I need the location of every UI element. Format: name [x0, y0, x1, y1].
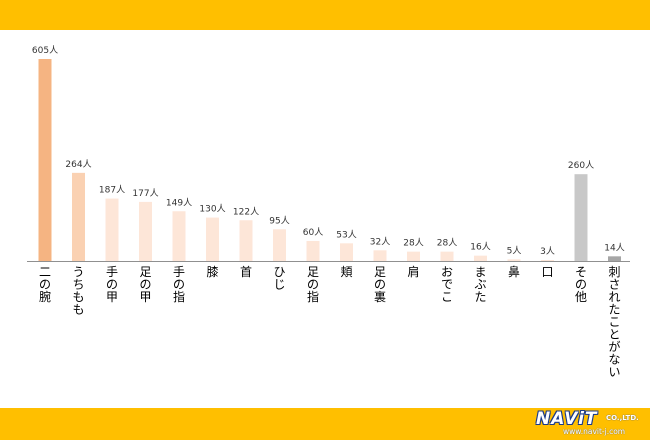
- category-label-13: まぶた: [474, 265, 486, 304]
- category-label-5: 膝: [206, 265, 218, 279]
- value-label-6: 122人: [233, 206, 259, 217]
- category-label-17: 刺されたことがない: [608, 265, 620, 379]
- value-label-8: 60人: [303, 227, 323, 238]
- category-label-10: 足の裏: [374, 265, 386, 304]
- value-label-16: 260人: [568, 160, 594, 171]
- bar-4: [172, 211, 186, 261]
- bar-9: [340, 243, 353, 261]
- bar-8: [306, 240, 320, 261]
- bar-6: [239, 220, 253, 261]
- value-label-12: 28人: [437, 238, 457, 249]
- value-label-17: 14人: [604, 242, 624, 253]
- bar-5: [206, 217, 219, 261]
- category-label-0: 二の腕: [39, 265, 51, 304]
- category-label-15: 口: [541, 265, 553, 279]
- value-label-14: 5人: [507, 245, 522, 256]
- value-label-1: 264人: [65, 159, 91, 170]
- bar-15: [541, 259, 554, 261]
- category-label-7: ひじ: [273, 265, 285, 292]
- value-label-7: 95人: [269, 215, 289, 226]
- bar-7: [273, 229, 286, 261]
- category-label-6: 首: [240, 265, 252, 279]
- bar-3: [139, 201, 152, 261]
- value-label-0: 605人: [32, 45, 58, 56]
- category-label-1: うちもも: [72, 265, 84, 317]
- bar-11: [407, 251, 420, 261]
- category-label-8: 足の指: [307, 265, 319, 304]
- bar-2: [105, 198, 119, 261]
- category-label-16: その他: [575, 265, 587, 304]
- value-label-9: 53人: [336, 229, 356, 240]
- bar-12: [440, 251, 454, 261]
- value-label-3: 177人: [132, 188, 158, 199]
- category-label-9: 頬: [340, 265, 352, 279]
- value-label-5: 130人: [199, 204, 225, 215]
- bar-13: [474, 255, 487, 261]
- logo-suffix: CO.,LTD.: [606, 414, 639, 422]
- value-label-13: 16人: [470, 242, 490, 253]
- bar-10: [373, 250, 387, 261]
- logo-text: NAViT: [536, 409, 598, 429]
- bar-14: [507, 259, 521, 261]
- value-label-2: 187人: [99, 185, 125, 196]
- bar-1: [72, 172, 85, 261]
- navit-logo: NAViT CO.,LTD. www.navit-j.com: [536, 410, 646, 438]
- value-label-10: 32人: [370, 236, 390, 247]
- category-label-12: おでこ: [441, 265, 453, 304]
- bar-16: [574, 174, 588, 261]
- value-label-4: 149人: [166, 197, 192, 208]
- bar-0: [38, 59, 52, 261]
- category-label-14: 鼻: [508, 264, 520, 279]
- logo-url: www.navit-j.com: [563, 427, 626, 436]
- bottom-banner: [0, 408, 650, 440]
- category-label-2: 手の甲: [106, 265, 118, 304]
- category-label-3: 足の甲: [139, 265, 151, 304]
- value-label-11: 28人: [403, 238, 423, 249]
- category-label-11: 肩: [407, 264, 419, 279]
- value-label-15: 3人: [540, 246, 555, 257]
- top-banner: [0, 0, 650, 30]
- category-label-4: 手の指: [173, 265, 185, 304]
- bar-17: [608, 256, 621, 261]
